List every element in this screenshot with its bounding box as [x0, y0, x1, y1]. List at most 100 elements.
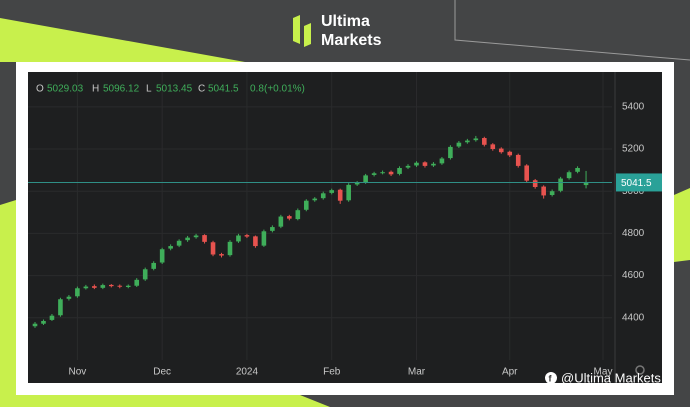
brand-text: Markets — [321, 32, 382, 49]
candle-body — [498, 148, 504, 153]
candle-body — [75, 288, 80, 297]
candle-body — [125, 285, 131, 287]
x-tick-label: 2024 — [236, 367, 259, 378]
candle-body — [482, 138, 487, 145]
candle-body — [354, 182, 360, 185]
last-price-label: 5041.5 — [621, 178, 652, 189]
candle-body — [346, 184, 351, 201]
candle-body — [329, 190, 335, 193]
candle-body — [227, 241, 233, 256]
header-value: 5029.03 — [47, 84, 84, 95]
x-tick-label: May — [594, 367, 613, 378]
x-tick-label: Feb — [323, 367, 341, 378]
candle-body — [371, 173, 377, 175]
candle-body — [320, 193, 326, 199]
candle-body — [287, 216, 292, 219]
candle-body — [185, 237, 190, 241]
candle-body — [337, 189, 343, 201]
candle-body — [405, 165, 411, 168]
x-tick-label: Mar — [408, 367, 426, 378]
y-tick-label: 4600 — [622, 270, 645, 281]
candle-body — [515, 154, 521, 166]
logo-icon — [293, 15, 300, 44]
header-change-pct: (+0.01%) — [264, 84, 305, 95]
settings-icon[interactable] — [635, 365, 645, 375]
candle-body — [108, 284, 114, 287]
candle-body — [439, 158, 445, 164]
candle-body — [100, 285, 106, 288]
header-change: 0.8 — [250, 84, 264, 95]
candle-body — [566, 172, 572, 179]
decor-lime — [0, 395, 330, 407]
logo-icon — [304, 23, 311, 47]
candle-body — [83, 286, 89, 289]
candle-body — [151, 262, 156, 269]
candle-body — [295, 210, 301, 220]
chart-area — [28, 72, 662, 383]
header-value: 5096.12 — [103, 84, 140, 95]
candle-body — [66, 296, 72, 299]
candle-body — [388, 171, 394, 175]
candle-body — [92, 286, 97, 288]
candle-body — [465, 140, 470, 143]
candle-body — [58, 299, 63, 316]
candle-body — [159, 249, 165, 263]
last-price-box — [616, 173, 662, 192]
candle-body — [380, 172, 385, 174]
y-tick-label: 4400 — [622, 312, 645, 323]
header-label: L — [146, 84, 152, 95]
decor-line — [454, 0, 690, 61]
candle-body — [583, 182, 589, 186]
candle-body — [261, 231, 267, 246]
candle-body — [524, 165, 530, 181]
y-tick-label: 5400 — [622, 101, 645, 112]
candle-body — [278, 216, 284, 227]
y-tick-label: 5200 — [622, 144, 645, 155]
watermark: @Ultima Markets — [561, 370, 661, 385]
facebook-f: f — [549, 373, 553, 383]
candle-body — [117, 285, 123, 287]
candle-body — [202, 235, 207, 242]
candle-body — [397, 168, 402, 174]
candle-body — [49, 315, 55, 320]
candle-body — [312, 198, 318, 201]
decor-lime — [674, 188, 690, 262]
candle-body — [575, 168, 580, 172]
logo: Ultima Markets — [293, 13, 382, 49]
candle-body — [532, 180, 538, 187]
candle-body — [253, 236, 258, 247]
candle-body — [176, 240, 182, 246]
candle-body — [303, 200, 309, 210]
candle-body — [142, 269, 148, 280]
candle-body — [168, 246, 173, 249]
y-tick-label: 4800 — [622, 228, 645, 239]
x-tick-label: Dec — [153, 367, 171, 378]
decor-lime — [0, 200, 16, 407]
candle-body — [134, 279, 140, 286]
candle-body — [448, 146, 453, 159]
header-label: O — [36, 84, 44, 95]
x-tick-label: Apr — [502, 367, 518, 378]
candle-body — [193, 235, 199, 238]
brand-text: Ultima — [321, 13, 370, 30]
x-tick-label: Nov — [68, 367, 86, 378]
candle-body — [456, 142, 462, 147]
header-value: 5041.5 — [208, 84, 239, 95]
candle-body — [236, 235, 241, 242]
candle-body — [210, 242, 216, 255]
watermark-group: f @Ultima Markets — [545, 370, 661, 385]
candle-body — [363, 175, 368, 183]
decor-lime — [0, 18, 245, 62]
candle-body — [490, 144, 496, 150]
candle-body — [244, 235, 250, 237]
header-label: C — [198, 84, 205, 95]
candle-body — [422, 162, 428, 166]
candle-body — [541, 186, 546, 196]
candle-body — [32, 323, 38, 327]
candle-body — [558, 178, 563, 191]
header-value: 5013.45 — [156, 84, 193, 95]
candle-body — [414, 162, 419, 166]
candle-body — [549, 191, 555, 196]
candle-body — [431, 163, 436, 166]
